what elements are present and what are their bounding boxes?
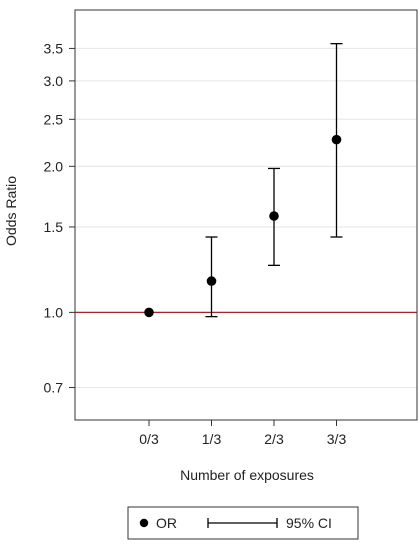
- grid-lines: [75, 47, 417, 389]
- y-tick-label: 1.0: [44, 304, 64, 320]
- x-tick-label: 0/3: [139, 431, 159, 447]
- y-axis-label: Odds Ratio: [3, 176, 19, 246]
- or-point: [331, 134, 342, 145]
- x-tick-label: 1/3: [202, 431, 222, 447]
- plot-frame-group: [74, 9, 418, 421]
- x-axis: 0/3 1/3 2/3 3/3: [139, 420, 346, 447]
- y-tick-label: 2.5: [44, 111, 64, 127]
- x-axis-label: Number of exposures: [180, 467, 314, 483]
- y-axis: 0.7 1.0 1.5 2.0 2.5 3.0 3.5: [44, 40, 75, 396]
- y-tick-label: 1.5: [44, 219, 64, 235]
- legend-or-marker: [139, 518, 149, 528]
- or-point: [206, 276, 217, 286]
- data-marks: [144, 43, 343, 318]
- y-tick-label: 2.0: [44, 158, 64, 174]
- y-tick-label: 3.0: [44, 73, 64, 89]
- legend-ci-marker: [207, 518, 278, 528]
- y-tick-label: 0.7: [44, 380, 64, 396]
- legend-ci-label: 95% CI: [286, 515, 332, 531]
- x-tick-label: 2/3: [264, 431, 284, 447]
- or-point: [269, 211, 279, 221]
- legend-or-label: OR: [156, 515, 177, 531]
- legend: OR 95% CI: [127, 506, 359, 540]
- or-point: [144, 307, 154, 318]
- x-tick-label: 3/3: [327, 431, 347, 447]
- plot-frame: [74, 9, 418, 421]
- y-tick-label: 3.5: [44, 40, 64, 56]
